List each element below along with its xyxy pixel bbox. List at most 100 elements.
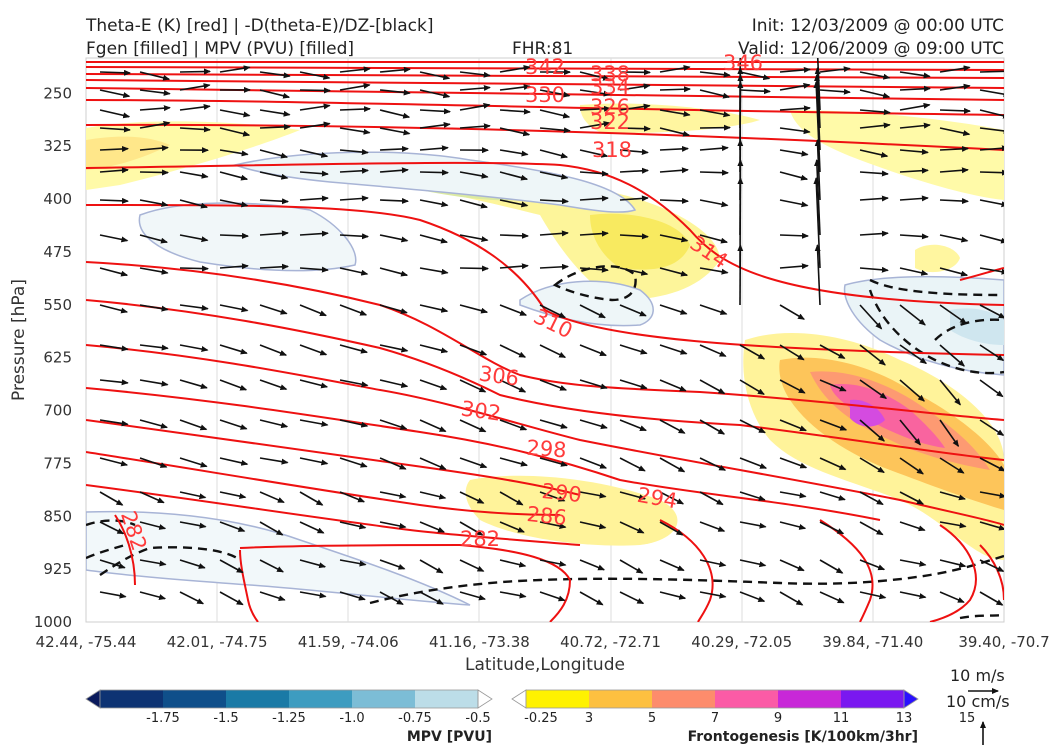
wind-vector — [579, 105, 611, 112]
wind-vector — [299, 521, 325, 534]
wind-vector — [979, 234, 1004, 244]
y-axis-label: Pressure [hPa] — [9, 279, 29, 401]
wind-vector — [419, 169, 449, 176]
wind-vector — [619, 559, 644, 574]
wind-vector — [459, 379, 487, 393]
wind-vector — [379, 197, 409, 204]
wind-vector — [419, 121, 451, 129]
wind-vector — [859, 266, 889, 273]
mpv-colorbar-title: MPV [PVU] — [407, 729, 492, 745]
wind-vector — [619, 103, 651, 111]
x-axis-label: Latitude,Longitude — [465, 655, 625, 675]
colorbar-segment — [715, 690, 778, 708]
wind-vector — [779, 149, 809, 157]
wind-vector — [939, 234, 969, 243]
wind-vector — [99, 344, 129, 352]
colorbar-tick-label: -0.75 — [398, 711, 432, 726]
wind-vector — [139, 344, 169, 351]
mpv-colorbar: -1.75 -1.5 -1.25 -1.0 -0.75 -0.5 -0.25 — [85, 689, 558, 726]
wind-vector — [779, 263, 809, 270]
wind-vector — [539, 559, 567, 567]
wind-vector — [339, 379, 369, 388]
wind-vector — [419, 379, 448, 391]
wind-vector — [99, 559, 126, 569]
colorbar-frame — [525, 689, 905, 709]
wind-vector — [179, 559, 206, 569]
wind-vector — [659, 167, 689, 174]
wind-vector — [99, 304, 129, 314]
theta-label: 306 — [477, 361, 520, 390]
wind-vector — [459, 419, 487, 433]
wind-vector — [939, 559, 967, 568]
wind-vector — [259, 89, 291, 99]
theta-label: 342 — [525, 55, 565, 79]
theta-label: 302 — [459, 396, 502, 425]
wind-vector — [499, 149, 529, 157]
wind-vector — [699, 419, 726, 435]
wind-vector — [699, 267, 729, 275]
wind-vector — [739, 491, 766, 501]
wind-vector — [659, 197, 689, 204]
wind-vector — [699, 521, 726, 532]
wind-vector — [219, 127, 251, 137]
wind-key-label: 10 m/s — [950, 666, 1005, 685]
colorbar-tick-label: 9 — [774, 711, 782, 726]
wind-vector — [659, 419, 686, 434]
wind-vector — [619, 379, 648, 390]
colorbar-tick-label: 11 — [833, 711, 850, 726]
wind-vector — [99, 69, 131, 76]
wind-vector — [99, 457, 129, 467]
wind-vector — [179, 265, 209, 272]
wind-vector — [859, 122, 891, 129]
wind-vector — [99, 379, 129, 386]
wind-vector — [339, 521, 367, 530]
wind-vector — [899, 102, 931, 111]
wind-vector — [539, 263, 569, 270]
wind-vector — [379, 167, 409, 174]
y-axis: 250 325 400 475 550 625 700 775 850 925 1000 — [34, 84, 72, 631]
wind-vector — [379, 66, 411, 73]
wind-vector — [419, 344, 449, 354]
wind-vector — [139, 89, 171, 96]
wind-vector — [499, 521, 525, 533]
colorbar-tick-label: -1.25 — [272, 711, 306, 726]
y-tick-label: 550 — [43, 296, 72, 314]
wind-vector — [579, 120, 611, 129]
wind-vector — [499, 491, 524, 506]
wind-vector — [739, 379, 765, 395]
wind-vector — [899, 591, 927, 600]
wind-vector — [779, 304, 805, 320]
wind-vector — [379, 89, 411, 96]
colorbar-tick-label: -1.75 — [146, 711, 180, 726]
x-tick-label: 39.40, -70.7 — [958, 633, 1049, 651]
wind-vector — [299, 149, 329, 158]
wind-vector — [779, 232, 809, 239]
wind-vector — [219, 109, 251, 118]
wind-vector — [499, 127, 531, 137]
wind-vector — [779, 105, 811, 112]
wind-vector — [579, 266, 609, 273]
theta-e-contours — [86, 61, 1004, 622]
wind-vector — [499, 108, 531, 115]
wind-vector — [259, 591, 286, 602]
wind-vector — [379, 591, 404, 606]
wind-vector — [859, 195, 889, 202]
title-line-1: Theta-E (K) [red] | -D(theta-E)/DZ-[blac… — [85, 16, 434, 36]
wind-vector — [459, 199, 488, 209]
wind-vector — [339, 82, 371, 91]
wind-vector — [299, 591, 327, 599]
y-tick-label: 625 — [43, 349, 72, 367]
wind-vectors — [99, 58, 1004, 606]
wind-vector — [179, 521, 207, 529]
wind-vector — [939, 304, 968, 325]
wind-vector — [979, 419, 1004, 436]
wind-vector — [539, 457, 568, 467]
wind-vector — [779, 344, 805, 361]
wind-vector — [139, 120, 171, 129]
wind-vector — [179, 234, 209, 243]
wind-vector — [299, 195, 329, 202]
wind-vector — [499, 263, 529, 270]
wind-vector — [539, 344, 567, 359]
wind-vector — [379, 344, 409, 353]
